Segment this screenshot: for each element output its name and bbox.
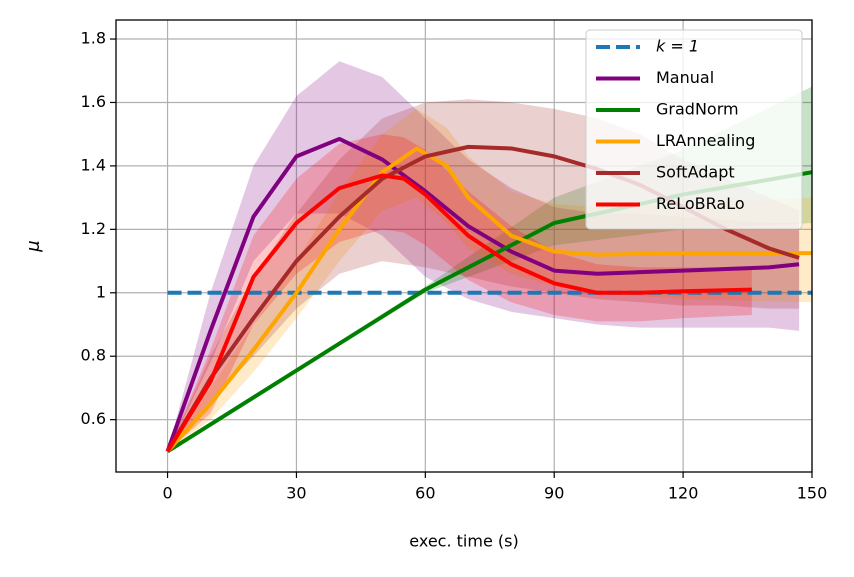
x-tick-label: 90: [544, 484, 564, 503]
series-line: [166, 146, 812, 453]
legend-label: GradNorm: [656, 100, 739, 119]
plot-frame: [115, 19, 813, 473]
x-tick-label: 60: [415, 484, 435, 503]
legend-label: Manual: [656, 68, 714, 87]
x-axis-label: exec. time (s): [409, 532, 518, 551]
y-tick-label: 0.6: [81, 409, 106, 428]
x-tick-label: 120: [668, 484, 699, 503]
series-line: [165, 173, 752, 453]
x-tick-label: 30: [286, 484, 306, 503]
band: [167, 134, 752, 452]
y-tick-label: 1: [96, 282, 106, 301]
y-tick-label: 1.6: [81, 92, 106, 111]
legend-label: k = 1: [656, 37, 699, 56]
y-tick-label: 1.2: [81, 219, 106, 238]
legend-label: ReLoBRaLo: [656, 194, 745, 213]
band: [167, 61, 800, 452]
x-tick-label: 0: [162, 484, 172, 503]
y-tick-label: 1.8: [81, 29, 106, 48]
band: [167, 108, 812, 452]
y-tick-label: 0.8: [81, 346, 106, 365]
y-tick-label: 1.4: [81, 155, 106, 174]
y-axis-label: μ: [23, 240, 44, 252]
series-line: [165, 136, 800, 453]
x-tick-label: 150: [797, 484, 828, 503]
legend-label: SoftAdapt: [656, 163, 735, 182]
legend-label: LRAnnealing: [656, 131, 755, 150]
